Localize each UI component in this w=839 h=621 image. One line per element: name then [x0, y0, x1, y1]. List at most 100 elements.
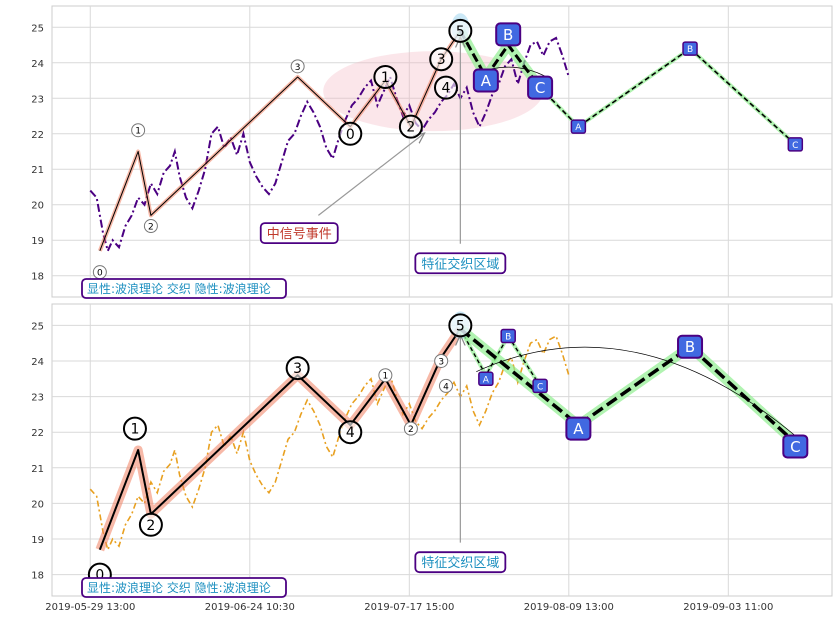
forecast-label-text: C	[790, 438, 800, 456]
wave-label-circle	[131, 123, 146, 138]
wave-label-circle	[434, 353, 449, 368]
wave-label-text: 1	[135, 127, 141, 137]
wave-label-circle	[398, 114, 423, 139]
wave-label-circle	[338, 121, 363, 146]
forecast-path-large	[539, 47, 796, 145]
wave-label-circle	[433, 75, 458, 100]
x-tick-label: 2019-05-29 13:00	[45, 602, 135, 613]
wave-label-text: 3	[437, 52, 446, 68]
wave-label-text: 4	[443, 382, 449, 392]
forecast-label-box	[478, 371, 494, 387]
caption-text: 显性:波浪理论 交织 隐性:波浪理论	[87, 580, 271, 595]
panel-top: 18192021222324250123012345ABCABC中信号事件特征交…	[31, 5, 833, 299]
wave-label-circle	[448, 313, 473, 338]
x-tick-label: 2019-06-24 10:30	[205, 602, 295, 613]
forecast-label-text: B	[687, 45, 693, 55]
y-tick-label: 19	[31, 236, 44, 247]
annotation-box	[414, 551, 507, 574]
forecast-label-box	[677, 334, 704, 359]
y-tick-label: 20	[31, 499, 44, 510]
wave-label-circle	[429, 47, 454, 72]
wave-label-circle	[373, 64, 398, 89]
wave-label-text: 2	[408, 425, 414, 435]
wave-label-text: 1	[381, 70, 390, 86]
y-tick-label: 22	[31, 130, 44, 141]
annotation-box	[414, 252, 507, 275]
wave-label-circle	[285, 356, 310, 381]
wave-label-circle	[438, 378, 453, 393]
wave-label-text: 1	[383, 372, 389, 382]
wave-label-text: 3	[295, 63, 301, 73]
forecast-label-box	[532, 378, 548, 394]
y-tick-label: 23	[31, 94, 44, 105]
wave-label-circle	[290, 59, 305, 74]
signal-arrow	[318, 134, 423, 216]
wave-label-text: 4	[346, 425, 355, 441]
wave-label-text: 2	[148, 223, 154, 233]
forecast-label-text: A	[481, 72, 492, 90]
price-series	[89, 36, 570, 254]
y-tick-label: 22	[31, 428, 44, 439]
forecast-label-box	[570, 119, 587, 134]
wave-label-text: 0	[97, 269, 103, 279]
y-tick-label: 21	[31, 464, 44, 475]
wave-label-text: 0	[95, 568, 104, 584]
forecast-label-text: A	[483, 375, 490, 385]
wave-label-circle	[448, 18, 473, 43]
forecast-label-text: A	[573, 420, 584, 438]
y-tick-label: 24	[31, 59, 44, 70]
wave-label-text: 3	[438, 357, 444, 367]
forecast-label-box	[565, 416, 592, 441]
wave-label-text: 5	[456, 24, 465, 40]
forecast-label-text: C	[535, 79, 545, 97]
caption-box	[81, 577, 287, 598]
y-tick-label: 18	[31, 571, 44, 582]
forecast-path-small	[459, 328, 541, 387]
x-tick-label: 2019-07-17 15:00	[364, 602, 454, 613]
y-tick-label: 18	[31, 272, 44, 283]
y-tick-label: 24	[31, 357, 44, 368]
forecast-label-box	[500, 328, 516, 344]
y-tick-label: 19	[31, 535, 44, 546]
wave-label-text: 3	[293, 361, 302, 377]
wave-label-text: 5	[456, 318, 465, 334]
y-tick-label: 20	[31, 201, 44, 212]
x-tick-label: 2019-09-03 11:00	[683, 602, 773, 613]
wave-label-text: 4	[442, 81, 451, 97]
forecast-label-box	[782, 434, 809, 459]
caption-text: 显性:波浪理论 交织 隐性:波浪理论	[87, 281, 271, 296]
annotation-box	[259, 222, 339, 245]
price-series	[89, 334, 570, 553]
forecast-label-text: B	[505, 333, 511, 343]
forecast-label-box	[787, 137, 804, 152]
wave-label-text: 1	[130, 422, 139, 438]
wave-label-text: 2	[146, 518, 155, 534]
wave-label-circle	[138, 512, 163, 537]
x-tick-label: 2019-08-09 13:00	[524, 602, 614, 613]
forecast-label-box	[527, 75, 554, 100]
wave-label-text: 2	[406, 120, 415, 136]
forecast-arc	[476, 346, 796, 437]
forecast-label-box	[472, 68, 499, 93]
forecast-label-box	[495, 22, 522, 47]
y-tick-label: 23	[31, 393, 44, 404]
wave-label-text: 0	[346, 127, 355, 143]
annotation-text: 特征交织区域	[421, 555, 499, 571]
wave-label-circle	[122, 416, 147, 441]
forecast-label-text: C	[792, 141, 798, 151]
forecast-path-large	[459, 327, 797, 445]
wave-label-circle	[143, 219, 158, 234]
annotation-text: 特征交织区域	[421, 256, 499, 272]
wave-label-circle	[338, 420, 363, 445]
y-tick-label: 25	[31, 23, 44, 34]
y-tick-label: 21	[31, 165, 44, 176]
caption-box	[81, 278, 287, 299]
wave-label-circle	[378, 368, 393, 383]
forecast-label-box	[682, 41, 698, 56]
y-tick-label: 25	[31, 321, 44, 332]
forecast-label-text: C	[537, 382, 543, 392]
forecast-label-text: A	[575, 123, 582, 133]
forecast-label-text: B	[685, 338, 695, 356]
panel-bottom: 18192021222324250123412345ABCABC特征交织区域显性…	[31, 303, 833, 598]
